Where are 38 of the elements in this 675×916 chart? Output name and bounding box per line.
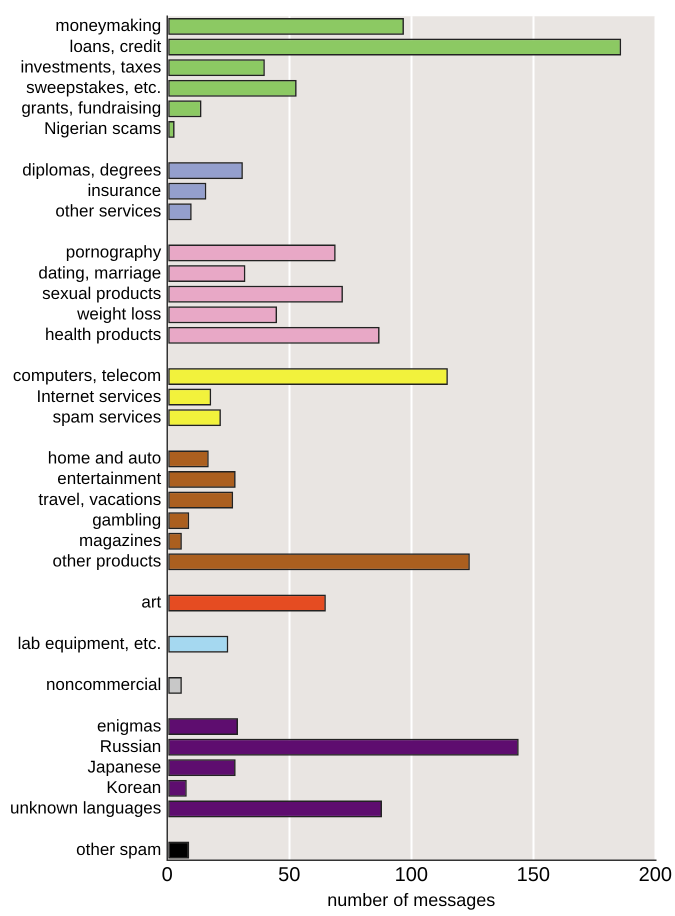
x-tick-label: 200 bbox=[638, 864, 672, 886]
y-tick-label: moneymaking bbox=[55, 16, 162, 36]
y-tick-label: Internet services bbox=[36, 386, 162, 406]
x-tick-label: 0 bbox=[162, 864, 173, 886]
y-tick-label: home and auto bbox=[48, 448, 162, 468]
y-tick-label: Russian bbox=[100, 736, 162, 756]
y-tick-label: Nigerian scams bbox=[44, 119, 162, 138]
y-tick-label: dating, marriage bbox=[38, 263, 162, 282]
y-tick-label: computers, telecom bbox=[12, 366, 162, 386]
y-tick-label: pornography bbox=[66, 242, 162, 262]
y-tick-label: grants, fundraising bbox=[21, 98, 162, 118]
y-tick-label: other spam bbox=[76, 840, 162, 859]
y-tick-label: magazines bbox=[79, 530, 162, 550]
y-tick-label: art bbox=[141, 592, 162, 612]
y-tick-label: loans, credit bbox=[70, 36, 162, 56]
y-tick-label: lab equipment, etc. bbox=[18, 634, 162, 653]
y-tick-label: unknown languages bbox=[10, 798, 162, 818]
y-tick-label: investments, taxes bbox=[20, 57, 162, 76]
y-tick-label: diplomas, degrees bbox=[22, 160, 162, 180]
y-tick-label: enigmas bbox=[96, 716, 162, 736]
y-tick-label: noncommercial bbox=[46, 675, 162, 694]
x-tick-label: 100 bbox=[394, 864, 428, 886]
x-tick-label: 50 bbox=[278, 864, 300, 886]
y-tick-label: travel, vacations bbox=[38, 490, 162, 509]
y-tick-label: insurance bbox=[88, 180, 162, 200]
y-tick-label: sweepstakes, etc. bbox=[26, 78, 162, 97]
y-tick-label: weight loss bbox=[76, 304, 162, 324]
y-tick-label: health products bbox=[44, 325, 162, 344]
y-tick-label: gambling bbox=[92, 510, 162, 530]
y-tick-label: entertainment bbox=[57, 469, 162, 488]
y-tick-label: Korean bbox=[106, 778, 162, 798]
y-tick-label: other services bbox=[55, 201, 162, 220]
y-tick-label: other products bbox=[52, 552, 162, 571]
x-tick-label: 150 bbox=[516, 864, 550, 886]
y-tick-label: Japanese bbox=[88, 757, 162, 776]
x-axis-title: number of messages bbox=[327, 890, 496, 910]
y-tick-label: spam services bbox=[52, 407, 162, 426]
y-tick-label: sexual products bbox=[42, 284, 162, 303]
